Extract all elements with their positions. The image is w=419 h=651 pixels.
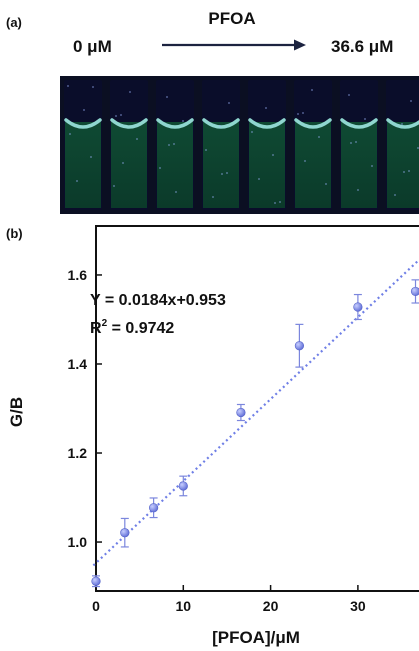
x-tick-label: 0 bbox=[92, 598, 100, 614]
start-concentration-label: 0 μM bbox=[73, 37, 112, 56]
fit-equation: Y = 0.0184x+0.953 bbox=[90, 292, 226, 309]
cuvette bbox=[294, 80, 332, 210]
fit-line bbox=[92, 259, 419, 567]
cuvette bbox=[110, 80, 148, 210]
data-point bbox=[353, 302, 363, 312]
panel-a-label: (a) bbox=[6, 15, 22, 30]
y-tick-label: 1.0 bbox=[68, 534, 88, 550]
y-axis-label: G/B bbox=[7, 397, 26, 427]
panel-a: (a) 0 μM PFOA 36.6 μM bbox=[6, 9, 419, 214]
cuvette bbox=[340, 80, 378, 210]
panel-b-label: (b) bbox=[6, 226, 23, 241]
cuvette bbox=[248, 80, 286, 210]
cuvette bbox=[202, 80, 240, 210]
data-point bbox=[149, 503, 159, 513]
data-point bbox=[410, 286, 419, 297]
data-point bbox=[236, 407, 246, 418]
panel-b: (b) 0 10 20 30 1.0 1.2 1.4 1.6 Y = 0.0184x+0.95… bbox=[6, 225, 419, 647]
x-tick-label: 10 bbox=[176, 598, 192, 614]
x-axis-label: [PFOA]/μM bbox=[212, 628, 300, 647]
cuvette-row bbox=[60, 76, 419, 214]
y-tick-label: 1.2 bbox=[68, 445, 88, 461]
x-tick-label: 20 bbox=[263, 598, 279, 614]
r-squared-superscript: 2 bbox=[102, 318, 108, 329]
scatter-plot: 0 10 20 30 1.0 1.2 1.4 1.6 bbox=[68, 225, 419, 614]
cuvette bbox=[156, 80, 194, 210]
end-concentration-label: 36.6 μM bbox=[331, 37, 393, 56]
pfoa-arrow-label: PFOA bbox=[208, 9, 255, 28]
data-point bbox=[120, 528, 130, 538]
plot-frame bbox=[95, 225, 419, 592]
cuvette bbox=[64, 80, 102, 210]
data-point bbox=[294, 341, 305, 351]
r-squared-prefix: R bbox=[90, 320, 102, 337]
r-squared: R2 = 0.9742 bbox=[90, 318, 174, 337]
cuvette bbox=[386, 80, 419, 210]
x-tick-label: 30 bbox=[350, 598, 366, 614]
direction-arrow bbox=[162, 39, 306, 51]
data-point bbox=[178, 481, 188, 491]
y-tick-label: 1.6 bbox=[68, 267, 88, 283]
data-point bbox=[91, 576, 101, 586]
r-squared-value: = 0.9742 bbox=[107, 320, 174, 337]
y-tick-label: 1.4 bbox=[68, 356, 88, 372]
